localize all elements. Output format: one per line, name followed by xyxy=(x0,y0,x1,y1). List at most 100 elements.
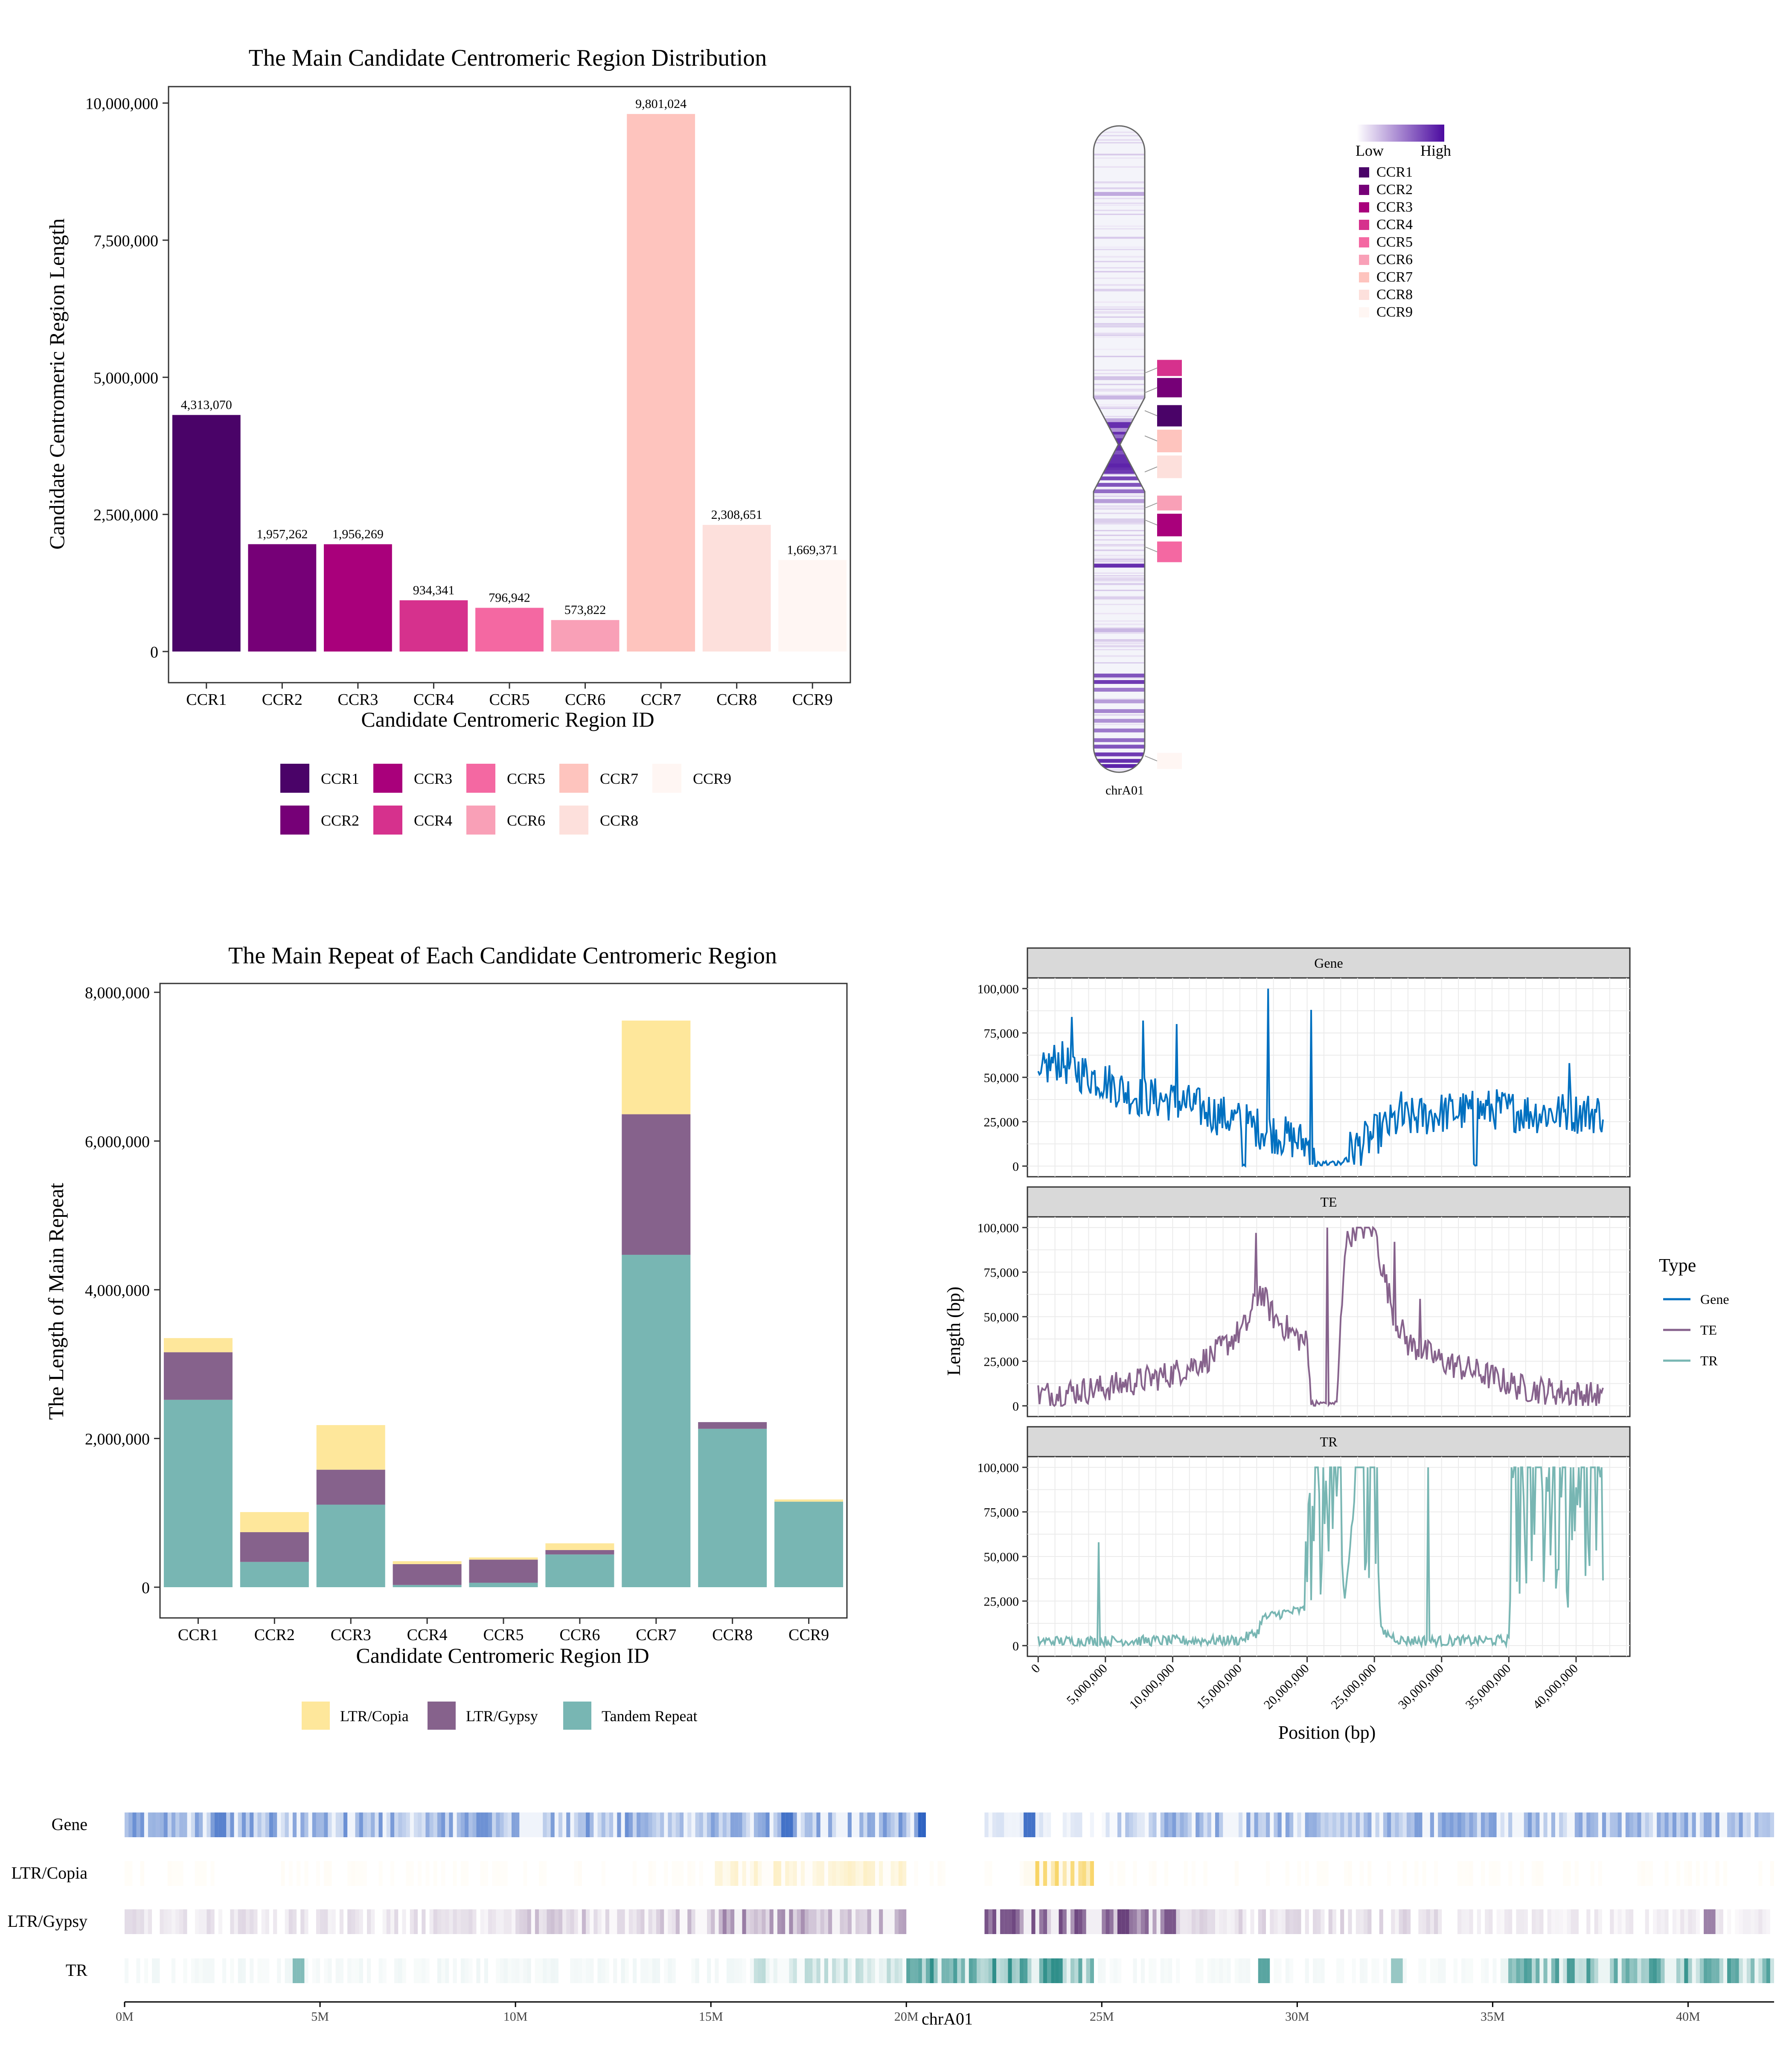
facet-y-tick-label: 75,000 xyxy=(984,1027,1019,1041)
ideogram-band xyxy=(1094,209,1145,211)
ideogram-band xyxy=(1094,308,1145,310)
ideogram-ccr-block xyxy=(1157,455,1182,478)
heatmap-cell xyxy=(359,1861,363,1886)
heatmap-cell xyxy=(250,1909,254,1934)
heatmap-cell xyxy=(140,1909,144,1934)
ideogram-band xyxy=(1094,559,1145,560)
ideogram-band xyxy=(1094,578,1145,579)
heatmap-cell xyxy=(1672,1958,1676,1983)
heatmap-cell xyxy=(1426,1909,1430,1934)
heatmap-cell xyxy=(859,1958,864,1983)
heatmap-cell xyxy=(777,1958,781,1983)
heatmap-cell xyxy=(1250,1812,1254,1837)
heatmap-cell xyxy=(515,1812,520,1837)
heatmap-cell xyxy=(918,1812,922,1837)
heatmap-cell xyxy=(1751,1812,1755,1837)
heatmap-cell xyxy=(1203,1861,1207,1886)
heatmap-cell xyxy=(730,1861,735,1886)
ideogram-legend-label: CCR2 xyxy=(1376,182,1413,198)
heatmap-cell xyxy=(1223,1958,1227,1983)
heatmap-cell xyxy=(1391,1812,1395,1837)
heatmap-cell xyxy=(1512,1958,1516,1983)
heatmap-cell xyxy=(1578,1812,1583,1837)
ideogram-band xyxy=(1094,522,1145,524)
heatmap-cell xyxy=(695,1909,699,1934)
heatmap-cell xyxy=(351,1909,355,1934)
ideogram-band xyxy=(1094,488,1145,489)
heatmap-cell xyxy=(597,1909,602,1934)
heatmap-cell xyxy=(1352,1812,1356,1837)
heatmap-cell xyxy=(1512,1812,1516,1837)
heatmap-cell xyxy=(171,1909,176,1934)
heatmap-cell xyxy=(484,1861,488,1886)
heatmap-cell xyxy=(656,1812,660,1837)
heatmap-cell xyxy=(1196,1909,1200,1934)
heatmap-cell xyxy=(1461,1812,1466,1837)
heatmap-cell xyxy=(1266,1861,1270,1886)
heatmap-cell xyxy=(1191,1909,1196,1934)
ideogram-ccr-block xyxy=(1157,541,1182,562)
heatmap-cell xyxy=(1457,1909,1462,1934)
ideogram-band xyxy=(1094,564,1145,568)
heatmap-cell xyxy=(1485,1812,1489,1837)
heatmap-cell xyxy=(1614,1958,1618,1983)
heatmap-cell xyxy=(1262,1812,1266,1837)
heatmap-cell xyxy=(1191,1812,1196,1837)
ideogram-band xyxy=(1094,166,1145,168)
heatmap-cell xyxy=(285,1909,289,1934)
heatmap-cell xyxy=(1164,1861,1169,1886)
heatmap-cell xyxy=(1356,1812,1360,1837)
ideogram-ccr-block xyxy=(1157,753,1182,769)
ideogram-band xyxy=(1094,394,1145,396)
heatmap-cell xyxy=(1109,1812,1114,1837)
heatmap-cell xyxy=(292,1909,297,1934)
heatmap-cell xyxy=(496,1909,500,1934)
heatmap-cell xyxy=(1625,1812,1630,1837)
ideogram-band xyxy=(1094,142,1145,144)
ideogram-band xyxy=(1094,311,1145,312)
heatmap-cell xyxy=(898,1861,903,1886)
heatmap-cell xyxy=(203,1958,207,1983)
heatmap-cell xyxy=(218,1909,223,1934)
heatmap-cell xyxy=(1567,1958,1571,1983)
heatmap-cell xyxy=(879,1909,883,1934)
heatmap-cell xyxy=(847,1861,852,1886)
ccr-length-x-tick-label: CCR4 xyxy=(413,691,454,709)
heatmap-cell xyxy=(1356,1909,1360,1934)
heatmap-cell xyxy=(1176,1812,1180,1837)
heatmap-cell xyxy=(883,1909,887,1934)
heatmap-cell xyxy=(1699,1958,1704,1983)
heatmap-cell xyxy=(922,1812,926,1837)
heatmap-cell xyxy=(621,1909,625,1934)
ideogram-band xyxy=(1094,135,1145,137)
heatmap-cell xyxy=(1664,1958,1669,1983)
ideogram-band xyxy=(1094,416,1145,417)
heatmap-cell xyxy=(1727,1909,1731,1934)
heatmap-cell xyxy=(726,1861,730,1886)
heatmap-cell xyxy=(875,1861,879,1886)
heatmap-x-tick-label: 30M xyxy=(1285,2010,1309,2024)
main-repeat-bar-segment xyxy=(240,1512,309,1533)
ideogram-ccr-connector xyxy=(1144,546,1158,553)
heatmap-cell xyxy=(1496,1909,1501,1934)
heatmap-cell xyxy=(578,1958,582,1983)
heatmap-cell xyxy=(1762,1958,1766,1983)
heatmap-cell xyxy=(1438,1958,1442,1983)
heatmap-cell xyxy=(1516,1812,1520,1837)
heatmap-cell xyxy=(1727,1958,1731,1983)
ideogram-band xyxy=(1094,434,1145,439)
heatmap-cell xyxy=(1571,1909,1575,1934)
heatmap-cell xyxy=(351,1958,355,1983)
heatmap-cell xyxy=(625,1812,629,1837)
heatmap-cell xyxy=(1312,1909,1317,1934)
heatmap-cell xyxy=(984,1909,989,1934)
ccr-legend-label: CCR4 xyxy=(414,812,452,829)
main-repeat-legend-swatch xyxy=(563,1702,591,1730)
heatmap-cell xyxy=(578,1812,582,1837)
heatmap-cell xyxy=(453,1812,457,1837)
heatmap-cell xyxy=(789,1958,793,1983)
heatmap-cell xyxy=(449,1909,453,1934)
ideogram-band xyxy=(1094,324,1145,326)
heatmap-cell xyxy=(394,1958,399,1983)
heatmap-cell xyxy=(503,1812,508,1837)
